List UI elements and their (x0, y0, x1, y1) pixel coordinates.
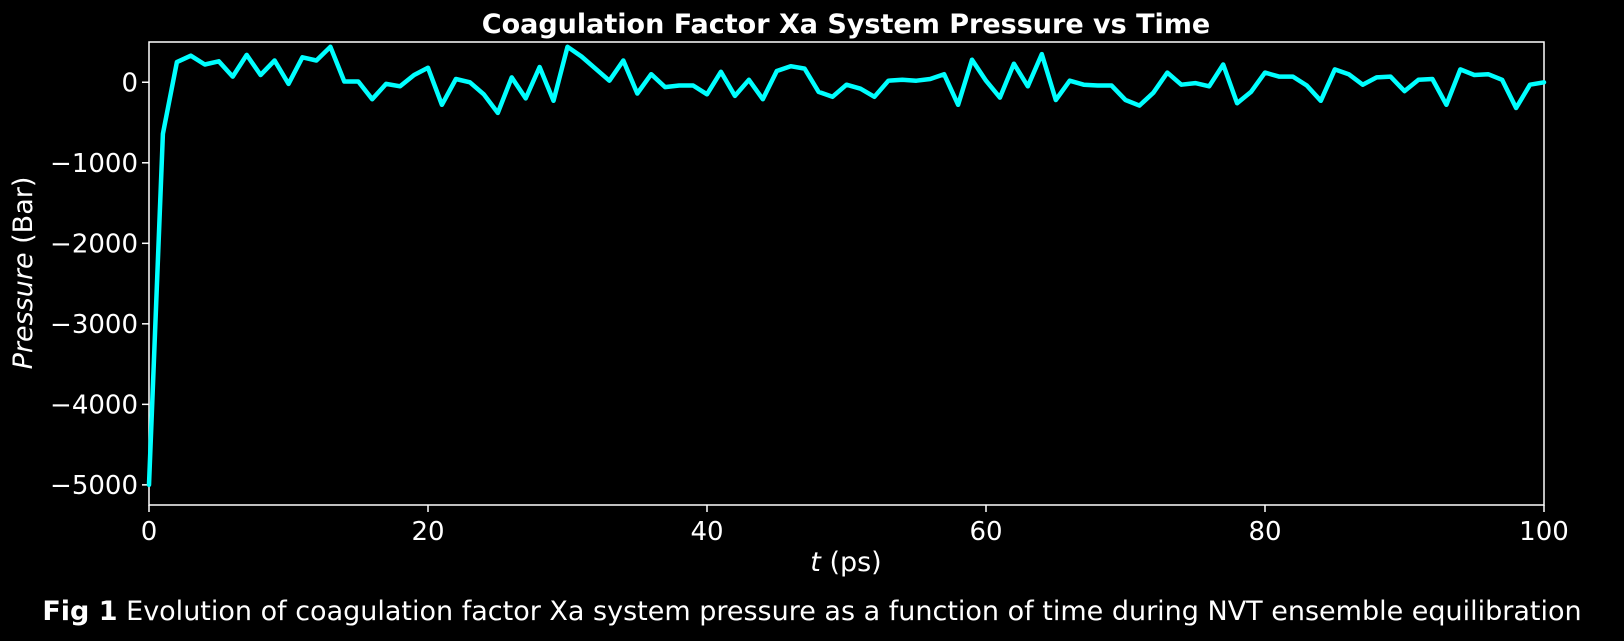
pressure-series-line (146, 44, 1547, 488)
chart-background (0, 0, 1624, 590)
x-tick-label: 100 (1519, 517, 1569, 547)
x-tick-label: 60 (969, 517, 1002, 547)
y-tick-label: −4000 (50, 390, 138, 420)
caption-text: Evolution of coagulation factor Xa syste… (117, 596, 1582, 627)
y-tick-label: 0 (121, 68, 138, 98)
figure-caption: Fig 1 Evolution of coagulation factor Xa… (0, 596, 1624, 627)
x-tick-label: 40 (690, 517, 723, 547)
caption-label: Fig 1 (42, 596, 118, 627)
y-axis-label-unit: (Bar) (8, 177, 39, 253)
y-tick-label: −5000 (50, 471, 138, 501)
pressure-time-chart: Coagulation Factor Xa System Pressure vs… (0, 0, 1624, 590)
chart-title: Coagulation Factor Xa System Pressure vs… (482, 9, 1211, 40)
x-axis-label-var: t (810, 547, 822, 578)
y-tick-label: −3000 (50, 310, 138, 340)
x-axis-ticks: 0 20 40 60 80 100 (141, 505, 1569, 547)
y-tick-label: −1000 (50, 149, 138, 179)
y-tick-label: −2000 (50, 229, 138, 259)
x-axis-label-unit: (ps) (821, 547, 882, 578)
y-axis-label-var: Pressure (8, 252, 39, 369)
y-axis-label: Pressure (Bar) (8, 177, 39, 370)
plot-area-frame (148, 41, 1545, 506)
x-tick-label: 80 (1248, 517, 1281, 547)
y-axis-ticks: 0 −1000 −2000 −3000 −4000 −5000 (50, 68, 149, 501)
x-tick-label: 0 (141, 517, 158, 547)
x-tick-label: 20 (411, 517, 444, 547)
x-axis-label: t (ps) (810, 547, 881, 578)
